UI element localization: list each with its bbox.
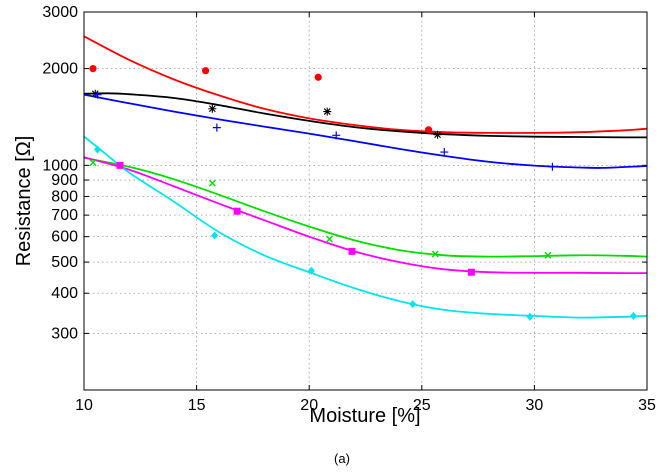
y-tick-label: 400 [51,285,78,302]
x-tick-label: 30 [526,397,544,414]
fit-curve-2 [83,92,647,139]
data-point-series-5 [116,161,124,169]
x-tick-label: 25 [413,397,431,414]
data-markers [89,64,637,321]
y-tick-label: 800 [51,188,78,205]
fit-curve-5 [83,156,648,275]
data-point-series-3 [212,123,221,132]
fit-curve-4 [83,157,648,258]
data-point-series-4 [325,235,333,243]
y-tick-label: 900 [51,172,78,189]
data-point-series-4 [431,250,439,258]
data-point-series-1 [89,64,97,73]
data-point-series-3 [548,162,557,171]
figure-caption: (a) [334,451,350,466]
data-point-series-4 [544,251,552,259]
y-tick-label: 600 [51,229,78,246]
data-point-series-6 [94,145,102,154]
y-tick-label: 500 [51,254,78,271]
data-point-series-2 [323,107,332,116]
fit-curve-6 [83,135,648,319]
plot-background [84,12,647,390]
data-point-series-4 [89,159,97,167]
y-tick-label: 1000 [42,157,78,174]
data-point-series-5 [467,268,475,276]
x-tick-label: 10 [75,397,93,414]
data-point-series-5 [233,207,241,215]
data-point-series-1 [314,73,322,81]
data-point-series-6 [211,231,219,240]
y-tick-label: 3000 [42,4,78,21]
y-tick-label: 2000 [42,61,78,78]
data-point-series-3 [440,148,449,157]
x-tick-labels: 10 15 20 25 30 35 [75,397,656,414]
x-axis-label: Moisture [%] [309,405,420,427]
data-point-series-6 [409,300,417,309]
data-point-series-5 [348,247,356,255]
data-point-series-2 [208,104,217,113]
data-point-series-1 [202,67,210,75]
grid [83,11,648,390]
x-tick-label: 35 [638,397,656,414]
data-point-series-6 [629,311,637,320]
y-tick-label: 300 [51,325,78,342]
y-axis-label: Resistance [Ω] [13,136,35,267]
data-point-series-6 [307,266,315,275]
data-point-series-2 [433,130,442,139]
x-tick-label: 15 [188,397,206,414]
data-point-series-1 [424,126,433,134]
fit-curve-3 [83,93,648,169]
data-point-series-4 [208,179,216,187]
y-tick-label: 700 [51,207,78,224]
fit-curve-1 [83,35,648,134]
data-point-series-6 [526,312,534,321]
data-point-series-3 [93,90,102,99]
plot-frame [83,11,648,391]
fit-curves [83,35,648,319]
data-point-series-2 [91,89,100,98]
x-tick-label: 20 [300,397,318,414]
data-point-series-3 [332,131,341,140]
